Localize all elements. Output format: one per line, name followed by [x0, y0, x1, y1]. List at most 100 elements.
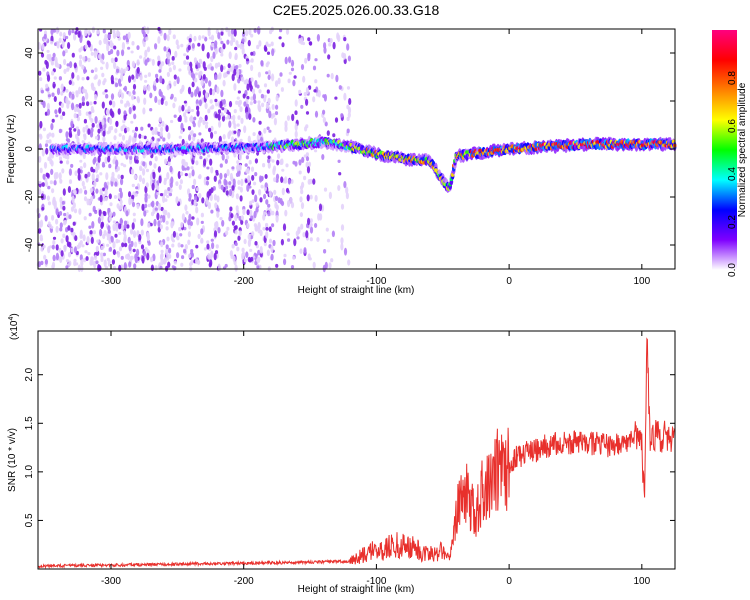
noise-speck	[253, 99, 257, 104]
noise-speck	[125, 66, 129, 72]
noise-speck	[92, 205, 96, 212]
noise-speck	[284, 120, 288, 128]
noise-speck	[100, 66, 104, 71]
noise-speck	[79, 254, 83, 261]
noise-speck	[102, 29, 106, 34]
noise-speck	[257, 222, 261, 229]
noise-speck	[120, 67, 124, 76]
noise-speck	[44, 180, 49, 187]
noise-speck	[144, 59, 148, 66]
noise-speck	[115, 120, 119, 126]
noise-speck	[277, 77, 281, 85]
noise-speck	[123, 164, 127, 168]
noise-speck	[103, 181, 107, 189]
noise-speck	[166, 195, 170, 198]
noise-speck	[164, 158, 168, 165]
noise-speck	[118, 83, 122, 87]
noise-speck	[89, 131, 94, 138]
noise-speck	[121, 134, 126, 141]
figure-title: C2E5.2025.026.00.33.G18	[273, 2, 440, 18]
noise-speck	[65, 265, 69, 269]
noise-speck	[75, 90, 79, 95]
noise-speck	[65, 97, 69, 105]
noise-speck	[206, 52, 210, 59]
noise-speck	[247, 233, 251, 240]
x-tick-label: 100	[633, 276, 650, 287]
noise-speck	[164, 100, 168, 107]
noise-speck	[314, 79, 318, 84]
noise-speck	[126, 59, 130, 67]
noise-speck	[111, 110, 115, 119]
colorbar-ticks: 0.0 0.2 0.4 0.6 0.8	[727, 71, 738, 277]
noise-speck	[190, 166, 194, 170]
noise-speck	[223, 173, 228, 179]
noise-speck	[265, 102, 269, 110]
noise-speck	[208, 188, 212, 196]
noise-speck	[304, 57, 308, 64]
noise-speck	[106, 108, 110, 116]
noise-speck	[312, 65, 317, 71]
noise-speck	[107, 259, 111, 267]
noise-speck	[45, 172, 49, 177]
noise-speck	[246, 222, 250, 229]
noise-speck	[266, 126, 270, 131]
noise-speck	[303, 247, 307, 254]
noise-speck	[167, 161, 171, 166]
noise-speck	[186, 166, 190, 171]
noise-speck	[173, 260, 177, 265]
noise-speck	[106, 181, 110, 186]
noise-speck	[314, 110, 319, 118]
noise-speck	[275, 104, 279, 110]
noise-speck	[230, 213, 234, 219]
noise-speck	[187, 239, 191, 246]
noise-speck	[167, 212, 171, 219]
noise-speck	[154, 130, 158, 135]
noise-speck	[136, 59, 140, 66]
noise-speck	[183, 60, 187, 65]
noise-speck	[187, 253, 192, 259]
snr-y-label: SNR (10 * v/v)	[7, 428, 18, 492]
noise-speck	[199, 155, 203, 160]
noise-speck	[215, 102, 219, 107]
noise-speck	[288, 56, 292, 63]
noise-speck	[120, 99, 124, 104]
noise-speck	[112, 241, 116, 249]
noise-speck	[66, 63, 70, 67]
noise-speck	[140, 126, 144, 131]
noise-speck	[290, 59, 295, 67]
noise-speck	[273, 189, 277, 195]
noise-speck	[146, 48, 150, 52]
noise-speck	[154, 95, 158, 104]
noise-speck	[73, 33, 77, 41]
noise-speck	[123, 110, 127, 116]
noise-speck	[143, 250, 147, 257]
noise-speck	[317, 213, 321, 221]
noise-speck	[277, 153, 281, 159]
noise-speck	[196, 217, 200, 226]
noise-speck	[318, 203, 323, 212]
noise-speck	[52, 196, 56, 203]
noise-speck	[155, 77, 159, 83]
noise-speck	[280, 158, 284, 165]
noise-speck	[202, 119, 206, 126]
noise-speck	[101, 72, 105, 78]
noise-speck	[298, 170, 302, 175]
noise-speck	[128, 106, 132, 115]
noise-speck	[178, 105, 182, 113]
noise-speck	[162, 137, 166, 142]
noise-speck	[347, 112, 351, 118]
noise-speck	[197, 42, 201, 47]
noise-speck	[163, 257, 167, 264]
noise-speck	[238, 215, 242, 221]
noise-speck	[153, 163, 157, 169]
noise-speck	[183, 248, 187, 254]
noise-speck	[88, 225, 92, 229]
noise-speck	[51, 70, 55, 76]
y-tick-label: 0	[24, 146, 35, 152]
noise-speck	[108, 246, 113, 252]
noise-speck	[75, 262, 79, 266]
noise-speck	[248, 28, 252, 36]
noise-speck	[147, 72, 151, 77]
noise-speck	[305, 111, 310, 115]
noise-speck	[229, 250, 233, 257]
